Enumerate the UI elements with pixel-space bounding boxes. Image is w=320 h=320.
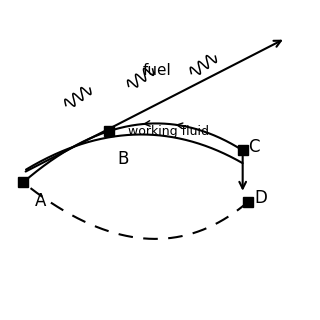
Text: A: A xyxy=(35,192,46,210)
Text: working fluid: working fluid xyxy=(128,125,209,138)
Text: D: D xyxy=(254,189,267,207)
Text: fuel: fuel xyxy=(143,63,172,78)
Text: B: B xyxy=(117,150,129,168)
Text: C: C xyxy=(248,138,260,156)
